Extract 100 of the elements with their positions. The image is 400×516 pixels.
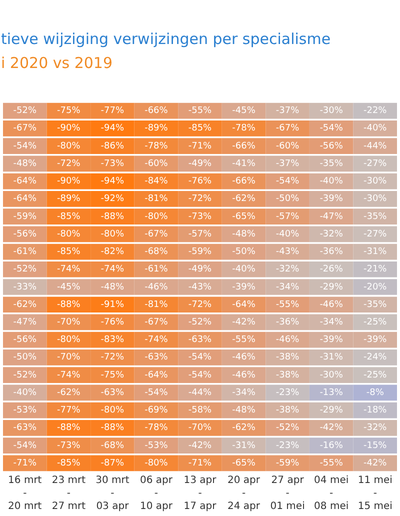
- data-label: -70%: [57, 352, 81, 363]
- data-label: -15%: [363, 440, 388, 451]
- data-label: -77%: [57, 406, 81, 416]
- data-label: -70%: [57, 317, 81, 328]
- data-label: -67%: [13, 124, 37, 134]
- data-label: -16%: [320, 440, 344, 451]
- data-label: -48%: [13, 158, 37, 169]
- data-label: -88%: [57, 300, 81, 310]
- data-label: -62%: [13, 300, 37, 310]
- data-label: -66%: [232, 176, 256, 187]
- data-label: -34%: [320, 317, 344, 328]
- data-label: -64%: [144, 370, 168, 380]
- data-label: -72%: [57, 158, 81, 169]
- data-label: -88%: [57, 423, 81, 434]
- data-label: -72%: [188, 194, 212, 204]
- data-label: -27%: [363, 229, 388, 240]
- data-label: -80%: [57, 141, 81, 152]
- data-label: -60%: [276, 141, 300, 152]
- data-label: -32%: [363, 423, 388, 434]
- x-tick-label: 20 apr - 24 apr: [228, 475, 261, 512]
- x-tick-label: 13 apr - 17 apr: [184, 475, 218, 512]
- data-label: -20%: [363, 282, 388, 292]
- data-label: -75%: [57, 106, 81, 116]
- data-label: -46%: [232, 352, 256, 363]
- data-label: -40%: [363, 124, 388, 134]
- data-label: -74%: [100, 264, 125, 275]
- data-label: -61%: [144, 264, 168, 275]
- data-label: -40%: [232, 264, 256, 275]
- data-label: -40%: [276, 229, 300, 240]
- data-label: -45%: [232, 106, 256, 116]
- data-label: -48%: [232, 406, 256, 416]
- data-label: -49%: [188, 158, 212, 169]
- data-label: -8%: [366, 388, 384, 398]
- data-label: -43%: [188, 282, 212, 292]
- data-label: -25%: [363, 370, 388, 380]
- data-label: -75%: [100, 370, 125, 380]
- data-label: -31%: [232, 440, 256, 451]
- data-label: -54%: [13, 141, 37, 152]
- data-label: -32%: [276, 264, 300, 275]
- data-label: -54%: [320, 124, 344, 134]
- data-label: -63%: [100, 388, 125, 398]
- data-label: -76%: [188, 176, 212, 187]
- data-label: -84%: [144, 176, 168, 187]
- data-label: -66%: [232, 141, 256, 152]
- data-label: -47%: [320, 212, 344, 222]
- data-label: -78%: [232, 124, 256, 134]
- data-label: -80%: [57, 229, 81, 240]
- data-label: -71%: [188, 458, 212, 468]
- data-label: -29%: [320, 406, 344, 416]
- data-label: -56%: [320, 141, 344, 152]
- chart-subtitle: i 2020 vs 2019: [1, 54, 113, 72]
- data-label: -89%: [57, 194, 81, 204]
- data-label: -86%: [100, 141, 125, 152]
- data-label: -40%: [320, 176, 344, 187]
- data-label: -65%: [232, 212, 256, 222]
- data-label: -64%: [13, 176, 37, 187]
- data-label: -54%: [276, 176, 300, 187]
- data-label: -39%: [232, 282, 256, 292]
- data-label: -32%: [320, 229, 344, 240]
- data-label: -36%: [276, 317, 300, 328]
- data-label: -42%: [320, 423, 344, 434]
- data-label: -48%: [100, 282, 125, 292]
- data-label: -60%: [144, 158, 168, 169]
- data-label: -55%: [276, 300, 300, 310]
- data-label: -23%: [276, 388, 300, 398]
- data-label: -58%: [188, 406, 212, 416]
- data-label: -33%: [13, 282, 37, 292]
- data-label: -61%: [13, 247, 37, 258]
- chart-title: tieve wijziging verwijzingen per specialisme: [1, 30, 331, 48]
- data-label: -70%: [188, 423, 212, 434]
- x-tick-label: 30 mrt - 03 apr: [96, 475, 130, 512]
- data-label: -50%: [13, 352, 37, 363]
- data-label: -29%: [320, 282, 344, 292]
- data-label: -63%: [13, 423, 37, 434]
- data-label: -68%: [100, 440, 125, 451]
- data-label: -66%: [144, 106, 168, 116]
- data-label: -18%: [363, 406, 388, 416]
- data-label: -38%: [276, 406, 300, 416]
- data-label: -54%: [188, 352, 212, 363]
- data-label: -78%: [144, 423, 168, 434]
- data-label: -39%: [320, 335, 344, 346]
- x-tick-label: 16 mrt - 20 mrt: [8, 475, 42, 512]
- data-label: -40%: [13, 388, 37, 398]
- data-label: -80%: [57, 335, 81, 346]
- data-label: -69%: [144, 406, 168, 416]
- data-label: -72%: [188, 300, 212, 310]
- data-label: -68%: [144, 247, 168, 258]
- data-label: -81%: [144, 194, 168, 204]
- data-label: -63%: [188, 335, 212, 346]
- data-label: -73%: [100, 158, 125, 169]
- data-label: -42%: [363, 458, 388, 468]
- data-label: -27%: [363, 158, 388, 169]
- data-label: -80%: [144, 212, 168, 222]
- data-label: -52%: [13, 370, 37, 380]
- data-label: -30%: [363, 194, 388, 204]
- data-label: -36%: [320, 247, 344, 258]
- data-label: -37%: [276, 158, 300, 169]
- data-label: -81%: [144, 300, 168, 310]
- x-tick-label: 11 mei - 15 mei: [358, 475, 392, 512]
- data-label: -42%: [188, 440, 212, 451]
